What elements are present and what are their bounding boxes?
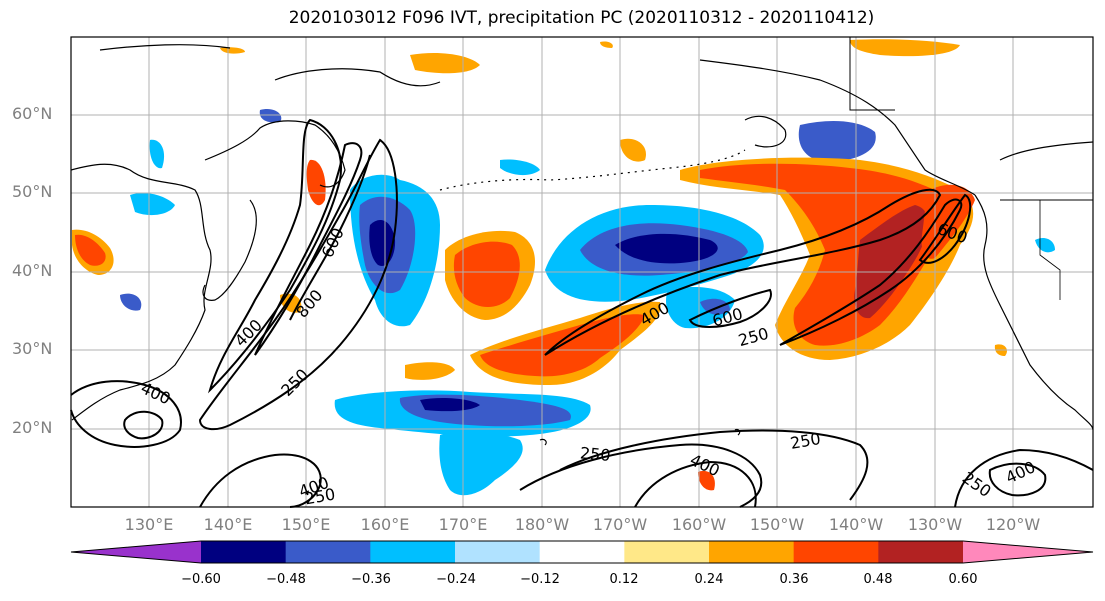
colorbar-segment: [370, 541, 456, 563]
colorbar-tick-label: 0.24: [694, 572, 724, 587]
colorbar-segment: [709, 541, 795, 563]
lon-label: 170°W: [592, 515, 648, 534]
lon-label: 150°E: [281, 515, 331, 534]
lon-label: 180°W: [514, 515, 570, 534]
chart-title: 2020103012 F096 IVT, precipitation PC (2…: [288, 8, 875, 28]
colorbar-tick-label: 0.48: [863, 572, 893, 587]
colorbar-segment: [285, 541, 371, 563]
colorbar-tick-label: 0.36: [779, 572, 809, 587]
ivt-contours: [70, 118, 1094, 508]
colorbar-extend-high: [963, 541, 1093, 563]
lat-label: 30°N: [12, 339, 53, 358]
lon-label: 130°E: [124, 515, 174, 534]
lon-label: 120°W: [985, 515, 1041, 534]
lon-label: 150°W: [749, 515, 805, 534]
colorbar-tick-label: 0.60: [948, 572, 978, 587]
lon-label: 140°E: [203, 515, 253, 534]
colorbar-segment: [201, 541, 287, 563]
lon-label: 160°W: [671, 515, 727, 534]
lat-label: 40°N: [12, 261, 53, 280]
colorbar-segment: [878, 541, 964, 563]
contour-label: 250: [579, 443, 611, 465]
coastlines: [70, 37, 1094, 446]
colorbar-tick-label: −0.60: [181, 572, 221, 587]
colorbar-tick-label: −0.36: [351, 572, 391, 587]
gridlines: [71, 37, 1093, 507]
colorbar-tick-label: 0.12: [609, 572, 639, 587]
colorbar-segment: [455, 541, 541, 563]
lon-label: 160°E: [360, 515, 410, 534]
lat-label: 60°N: [12, 104, 53, 123]
colorbar-tick-label: −0.48: [266, 572, 306, 587]
lat-label: 50°N: [12, 182, 53, 201]
colorbar-segment: [624, 541, 710, 563]
colorbar-tick-label: −0.12: [520, 572, 560, 587]
map-frame: [70, 36, 1094, 508]
colorbar-extend-low: [71, 541, 201, 563]
lon-label: 140°W: [828, 515, 884, 534]
colorbar: [70, 540, 1094, 564]
colorbar-segment: [539, 541, 625, 563]
colorbar-segment: [793, 541, 879, 563]
lat-label: 20°N: [12, 418, 53, 437]
lon-label: 130°W: [907, 515, 963, 534]
lon-label: 170°E: [438, 515, 488, 534]
colorbar-outline: [70, 540, 1094, 564]
colorbar-tick-label: −0.24: [436, 572, 476, 587]
